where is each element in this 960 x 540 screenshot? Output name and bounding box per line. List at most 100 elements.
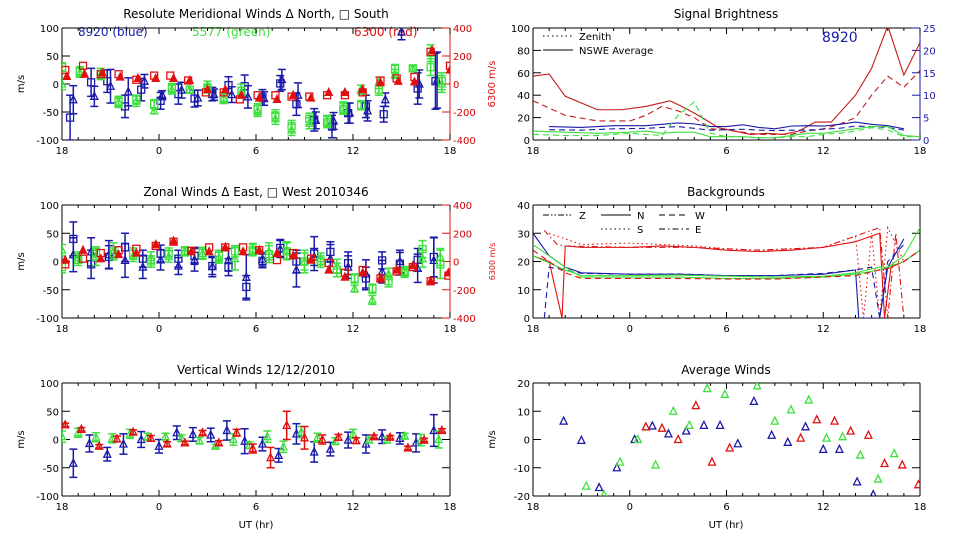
x-tick-label: 18 xyxy=(56,146,69,157)
data-point-triangle xyxy=(348,428,358,438)
y2-tick-label: -400 xyxy=(453,314,476,325)
data-point-square xyxy=(392,267,401,276)
data-point-triangle xyxy=(846,425,856,435)
data-point-triangle xyxy=(889,448,899,458)
data-point-triangle xyxy=(770,415,780,425)
meridional-panel: 18 0 6 12 18 100 50 0 -50 -100 400 200 0 -200 -400 m/s 6… xyxy=(16,24,498,157)
y-tick-label: 0 xyxy=(53,80,59,91)
data-point-square xyxy=(287,121,296,131)
data-point-triangle xyxy=(834,443,844,454)
data-point-square xyxy=(306,254,316,263)
data-point-square xyxy=(174,254,183,263)
data-point-square xyxy=(418,244,427,254)
data-point-square xyxy=(400,268,409,277)
data-point-triangle xyxy=(559,415,569,425)
x-tick-label: 18 xyxy=(444,324,457,335)
data-point-triangle xyxy=(749,395,759,406)
data-point-triangle xyxy=(633,434,643,444)
y-tick-label: -50 xyxy=(43,286,59,297)
x-tick-label: 18 xyxy=(444,502,457,513)
x-tick-label: 12 xyxy=(347,146,360,157)
data-point-square xyxy=(390,64,400,74)
data-point-square xyxy=(151,241,160,251)
x-tick-label: 0 xyxy=(156,324,162,335)
x-tick-label: 0 xyxy=(627,502,633,513)
legend-label: N xyxy=(637,211,644,222)
data-point-square xyxy=(271,91,280,100)
data-point-triangle xyxy=(429,425,439,435)
y-tick-label: 30 xyxy=(517,229,530,240)
data-point-square xyxy=(255,246,264,255)
y-axis-label: m/s xyxy=(16,75,27,93)
data-point-square xyxy=(201,88,211,97)
data-point-triangle xyxy=(681,425,691,435)
data-point-square xyxy=(238,243,248,252)
data-point-square xyxy=(276,79,285,88)
data-point-square xyxy=(264,250,274,259)
data-point-triangle xyxy=(863,429,873,439)
backgrounds-title: Backgrounds xyxy=(687,185,765,199)
data-point-square xyxy=(292,100,301,109)
data-point-triangle xyxy=(343,434,353,444)
x-tick-label: 0 xyxy=(627,146,633,157)
data-point-triangle xyxy=(76,423,86,433)
x-tick-label: 0 xyxy=(156,502,162,513)
data-point-triangle xyxy=(437,425,447,435)
vertical-panel: 18 0 6 12 18 100 50 0 -50 -100 m/s xyxy=(16,379,456,513)
data-point-triangle xyxy=(650,459,661,469)
y-tick-label: -100 xyxy=(36,136,59,147)
data-point-square xyxy=(221,243,230,252)
data-point-triangle xyxy=(309,446,319,456)
data-point-triangle xyxy=(162,438,172,448)
x-tick-label: 12 xyxy=(817,324,830,335)
data-point-square xyxy=(96,248,105,258)
y-tick-label: 20 xyxy=(517,258,530,269)
y-tick-label: 100 xyxy=(40,379,59,390)
data-point-triangle xyxy=(786,404,796,414)
data-point-triangle xyxy=(720,388,730,398)
data-point-triangle xyxy=(409,76,419,86)
series-line xyxy=(533,232,920,318)
x-tick-label: 18 xyxy=(56,502,69,513)
data-point-triangle xyxy=(146,432,156,443)
data-point-square xyxy=(103,77,112,86)
data-point-triangle xyxy=(232,427,242,437)
data-point-square xyxy=(310,115,319,124)
data-point-triangle xyxy=(62,244,67,254)
data-point-triangle xyxy=(702,383,712,393)
data-point-square xyxy=(156,249,165,258)
data-point-square xyxy=(62,262,67,272)
x-tick-label: 18 xyxy=(914,146,927,157)
data-point-square xyxy=(187,246,196,256)
data-point-triangle xyxy=(396,28,407,36)
data-point-square xyxy=(392,74,401,83)
data-point-square xyxy=(185,85,194,94)
data-point-square xyxy=(219,93,228,103)
data-point-triangle xyxy=(612,462,622,472)
data-point-triangle xyxy=(62,419,70,429)
data-point-triangle xyxy=(214,437,224,447)
legend-label: Z xyxy=(579,211,586,222)
brightness-marks xyxy=(533,28,920,139)
data-point-triangle xyxy=(94,440,104,450)
data-point-triangle xyxy=(102,448,112,458)
y-tick-label: 0 xyxy=(53,258,59,269)
data-point-square xyxy=(62,260,70,269)
data-point-square xyxy=(137,85,146,94)
y2-tick-label: 5 xyxy=(923,114,929,125)
data-point-triangle xyxy=(855,449,865,459)
average-xlabel: UT (hr) xyxy=(709,520,744,531)
annotation-6300-red: 6300 (red) xyxy=(354,25,417,39)
data-point-triangle xyxy=(180,437,190,447)
data-point-square xyxy=(69,234,78,244)
data-point-square xyxy=(340,268,350,277)
data-point-square xyxy=(289,248,298,258)
data-point-square xyxy=(326,247,335,257)
data-point-square xyxy=(271,111,280,120)
data-point-triangle xyxy=(725,442,735,452)
data-point-triangle xyxy=(262,431,272,441)
data-point-square xyxy=(445,61,450,70)
data-point-triangle xyxy=(800,421,811,431)
